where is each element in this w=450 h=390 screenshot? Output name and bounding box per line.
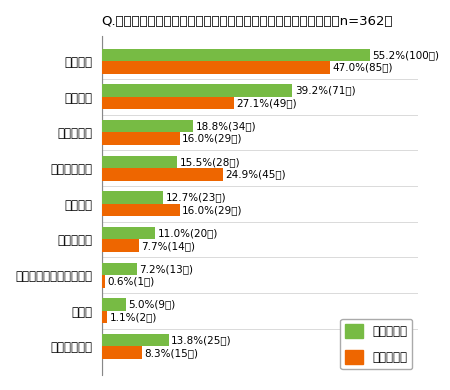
Text: 15.5%(28人): 15.5%(28人) <box>180 157 240 167</box>
Bar <box>102 227 155 239</box>
Bar <box>102 262 137 275</box>
Text: Q.カレンダーはどんなデザインのものですか？［複数回答可］（n=362）: Q.カレンダーはどんなデザインのものですか？［複数回答可］（n=362） <box>102 15 393 28</box>
Bar <box>102 346 142 359</box>
Text: 0.6%(1人): 0.6%(1人) <box>107 277 154 286</box>
Text: 18.8%(34人): 18.8%(34人) <box>196 121 256 131</box>
Text: 16.0%(29人): 16.0%(29人) <box>182 134 243 144</box>
Bar <box>102 97 234 109</box>
Text: 1.1%(2人): 1.1%(2人) <box>109 312 157 322</box>
Bar <box>102 275 105 287</box>
Bar <box>102 298 126 311</box>
Text: 39.2%(71人): 39.2%(71人) <box>295 85 356 96</box>
Text: 12.7%(23人): 12.7%(23人) <box>166 193 226 202</box>
Text: 24.9%(45人): 24.9%(45人) <box>225 169 286 179</box>
Bar <box>102 84 292 97</box>
Text: 55.2%(100人): 55.2%(100人) <box>373 50 440 60</box>
Bar <box>102 191 163 204</box>
Bar <box>102 311 107 323</box>
Bar <box>102 49 370 61</box>
Text: 11.0%(20人): 11.0%(20人) <box>158 228 218 238</box>
Bar <box>102 204 180 216</box>
Bar <box>102 120 193 133</box>
Text: 13.8%(25人): 13.8%(25人) <box>171 335 232 345</box>
Bar <box>102 239 139 252</box>
Bar <box>102 156 177 168</box>
Bar <box>102 133 180 145</box>
Text: 47.0%(85人): 47.0%(85人) <box>333 62 393 72</box>
Bar <box>102 168 223 181</box>
Text: 7.7%(14人): 7.7%(14人) <box>142 241 196 251</box>
Bar <box>102 334 169 346</box>
Text: 5.0%(9人): 5.0%(9人) <box>129 300 176 310</box>
Text: 27.1%(49人): 27.1%(49人) <box>236 98 297 108</box>
Text: 16.0%(29人): 16.0%(29人) <box>182 205 243 215</box>
Legend: ・・・男性, ・・・女性: ・・・男性, ・・・女性 <box>340 319 412 369</box>
Text: 8.3%(15人): 8.3%(15人) <box>144 348 198 358</box>
Bar <box>102 61 330 74</box>
Text: 7.2%(13人): 7.2%(13人) <box>139 264 193 274</box>
